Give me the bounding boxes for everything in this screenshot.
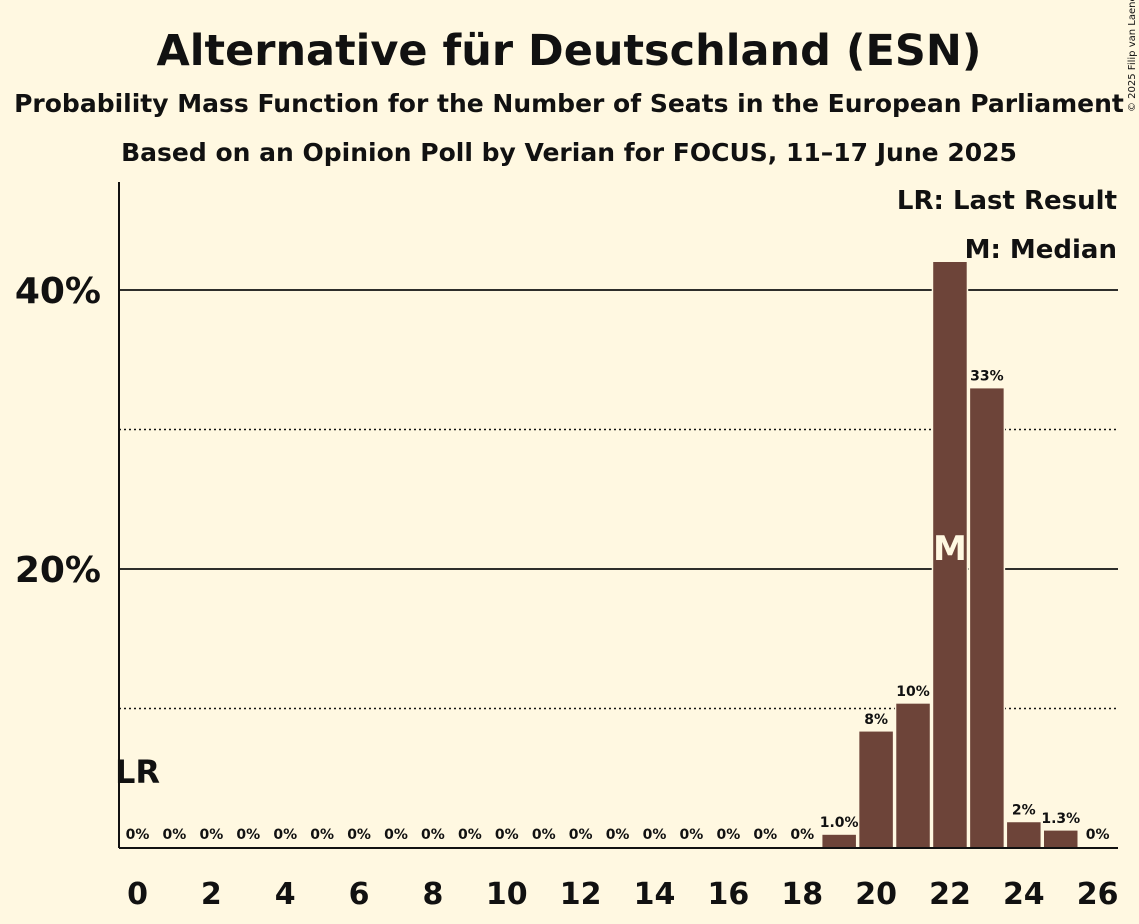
x-tick-14: 14 [634,877,676,912]
data-label-9: 0% [458,827,482,843]
data-label-8: 0% [421,827,445,843]
data-label-10: 0% [495,827,519,843]
x-tick-22: 22 [929,877,971,912]
y-tick-labels: 20% 40% [15,271,101,591]
bar-20 [857,730,895,849]
x-tick-24: 24 [1003,877,1045,912]
median-marker: M [933,529,967,569]
x-tick-0: 0 [127,877,148,912]
bar-23 [968,386,1006,849]
x-tick-4: 4 [275,877,296,912]
x-tick-18: 18 [781,877,823,912]
data-label-6: 0% [347,827,371,843]
data-label-18: 0% [790,827,814,843]
copyright: © 2025 Filip van Laenen [1127,0,1138,112]
data-label-13: 0% [606,827,630,843]
axes [118,182,1118,849]
data-label-0: 0% [126,827,150,843]
bar-21 [894,702,932,849]
data-label-11: 0% [532,827,556,843]
data-label-4: 0% [273,827,297,843]
data-labels: 0% 0% 0% 0% 0% 0% 0% 0% 0% 0% 0% 0% 0% 0% 0% 0% 0% 0% 0% 1.… [126,219,1110,843]
data-label-7: 0% [384,827,408,843]
chart-subtitle: Probability Mass Function for the Number… [14,89,1124,118]
data-label-3: 0% [236,827,260,843]
data-label-16: 0% [716,827,740,843]
x-tick-8: 8 [423,877,444,912]
x-tick-16: 16 [708,877,750,912]
data-label-5: 0% [310,827,334,843]
data-label-2: 0% [199,827,223,843]
bar-19 [820,833,858,849]
x-tick-10: 10 [486,877,528,912]
legend-last-result: LR: Last Result [897,186,1117,216]
legend-background [930,182,1130,262]
bar-24 [1005,820,1043,849]
data-label-19: 1.0% [820,815,859,831]
legend-median: M: Median [965,235,1117,265]
data-label-15: 0% [680,827,704,843]
x-tick-20: 20 [855,877,897,912]
data-label-1: 0% [163,827,187,843]
chart-title: Alternative für Deutschland (ESN) [157,26,982,76]
x-tick-labels: 0 2 4 6 8 10 12 14 16 18 20 22 24 26 [127,877,1118,912]
data-label-23: 33% [970,369,1004,385]
last-result-marker: LR [115,753,160,791]
x-tick-26: 26 [1077,877,1119,912]
data-label-12: 0% [569,827,593,843]
data-label-14: 0% [643,827,667,843]
y-tick-40: 40% [15,271,101,312]
data-label-24: 2% [1012,802,1036,818]
y-tick-20: 20% [15,550,101,591]
data-label-21: 10% [896,684,930,700]
x-tick-2: 2 [201,877,222,912]
bar-25 [1042,829,1079,849]
x-tick-12: 12 [560,877,602,912]
data-label-26: 0% [1086,827,1110,843]
data-label-20: 8% [864,712,888,728]
data-label-25: 1.3% [1041,811,1080,827]
x-tick-6: 6 [349,877,370,912]
data-label-17: 0% [753,827,777,843]
chart-subtitle-2: Based on an Opinion Poll by Verian for F… [121,138,1017,167]
